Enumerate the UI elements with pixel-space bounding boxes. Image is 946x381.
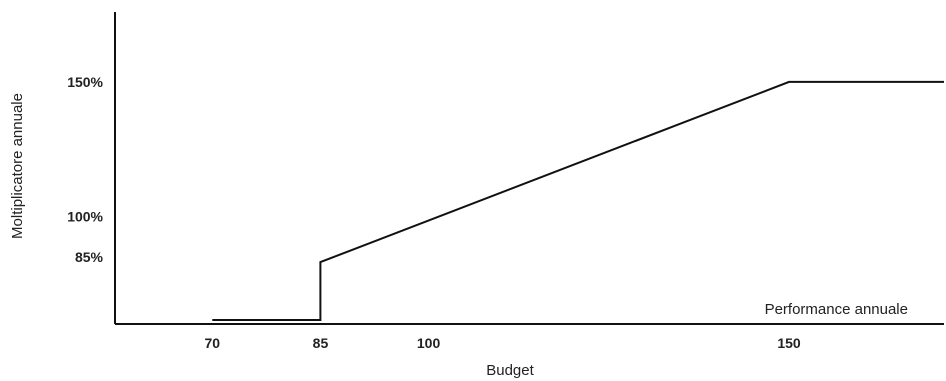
x-tick-labels: 70 85 100 150 <box>205 335 801 351</box>
y-axis-title: Moltiplicatore annuale <box>9 93 26 239</box>
performance-annotation: Performance annuale <box>765 301 908 318</box>
series-line <box>212 80 944 321</box>
x-tick-label: 100 <box>417 335 441 351</box>
y-tick-labels: 85% 100% 150% <box>67 74 103 265</box>
y-tick-label: 150% <box>67 74 103 90</box>
x-tick-label: 70 <box>205 335 221 351</box>
x-tick-label: 150 <box>777 335 801 351</box>
axes <box>114 12 944 325</box>
y-tick-label: 100% <box>67 208 103 224</box>
x-axis-title: Budget <box>486 362 534 379</box>
x-tick-label: 85 <box>313 335 329 351</box>
series-group <box>212 80 944 321</box>
y-tick-label: 85% <box>75 249 104 265</box>
